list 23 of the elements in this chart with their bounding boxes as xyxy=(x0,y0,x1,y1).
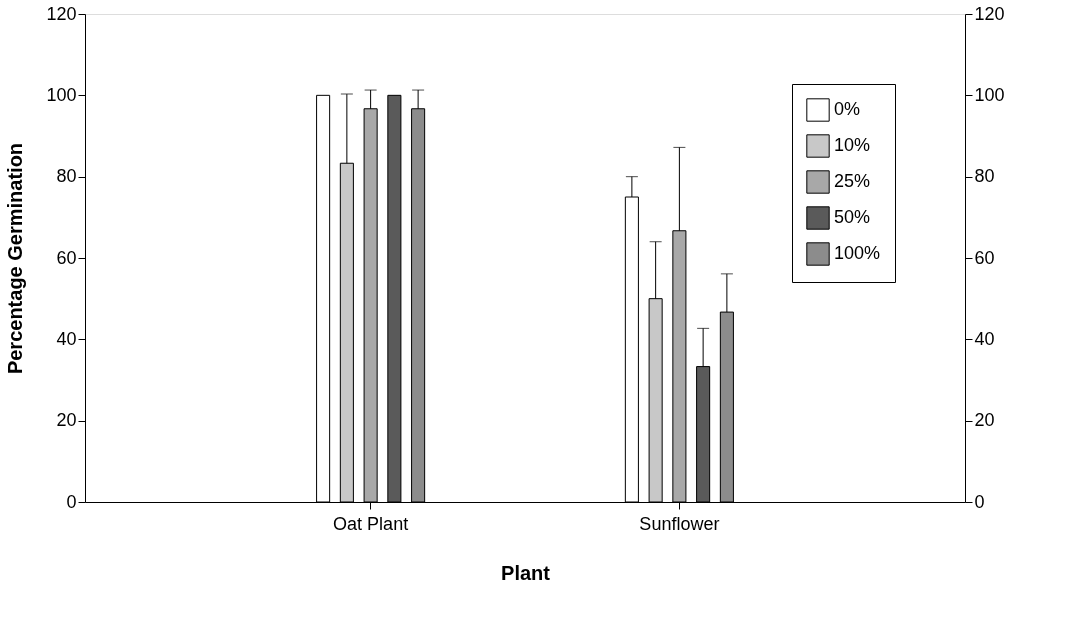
y-tick-label: 100 xyxy=(46,84,77,105)
legend-label: 100% xyxy=(834,243,881,263)
y-tick-label: 40 xyxy=(56,328,77,349)
y-tick-label: 20 xyxy=(56,410,77,431)
y2-tick-label: 40 xyxy=(974,328,995,349)
y-tick-label: 120 xyxy=(46,3,77,24)
y-axis-title: Percentage Germination xyxy=(4,142,27,375)
y-tick-label: 60 xyxy=(56,247,77,268)
legend-label: 10% xyxy=(834,135,871,155)
y2-tick-label: 60 xyxy=(974,247,995,268)
y2-tick-label: 20 xyxy=(974,410,995,431)
legend-label: 50% xyxy=(834,207,871,227)
y-tick-label: 80 xyxy=(56,166,77,187)
x-axis-title: Plant xyxy=(501,561,551,584)
x-tick-label: Sunflower xyxy=(639,513,720,534)
y2-tick-label: 80 xyxy=(974,166,995,187)
y-tick-label: 0 xyxy=(66,491,77,512)
y2-tick-label: 100 xyxy=(974,84,1005,105)
legend-label: 25% xyxy=(834,171,871,191)
x-tick-label: Oat Plant xyxy=(333,513,409,534)
y2-tick-label: 0 xyxy=(974,491,985,512)
legend-label: 0% xyxy=(834,99,861,119)
y2-tick-label: 120 xyxy=(974,3,1005,24)
